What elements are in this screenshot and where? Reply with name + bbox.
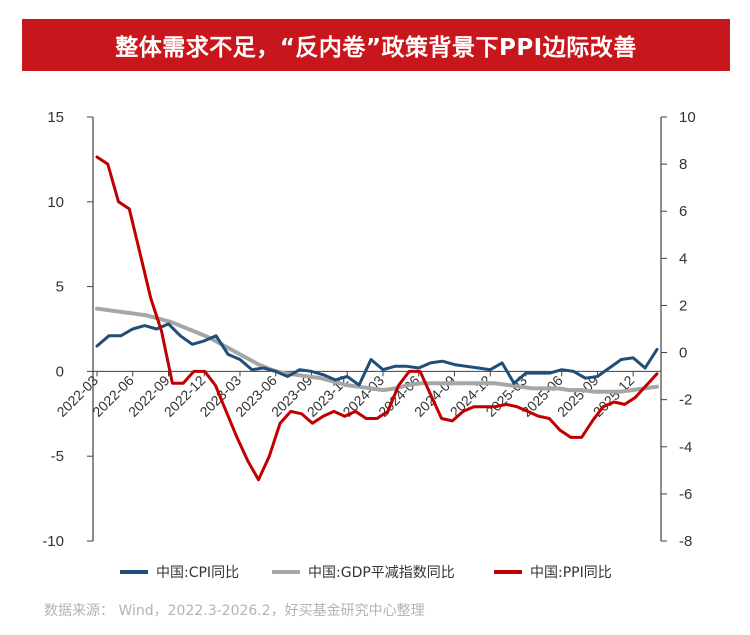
right-tick-label: 2 (679, 297, 687, 314)
right-tick-label: -8 (679, 533, 692, 550)
legend-swatch-ppi (494, 570, 522, 574)
legend-item-gdp-deflator: 中国:GDP平减指数同比 (272, 562, 455, 582)
tick-labels: 151050-5-101086420-2-4-6-82022-032022-06… (42, 109, 695, 550)
right-tick-label: -2 (679, 392, 692, 409)
legend-swatch-gdp-deflator (272, 570, 300, 574)
legend-swatch-cpi (120, 570, 148, 574)
right-tick-label: 0 (679, 345, 687, 362)
legend-label-gdp-deflator: 中国:GDP平减指数同比 (308, 565, 455, 581)
right-tick-label: 4 (679, 250, 687, 267)
title-banner: 整体需求不足，“反内卷”政策背景下PPI边际改善 (22, 19, 730, 71)
ppi-line (95, 155, 659, 482)
series-lines (95, 155, 659, 482)
left-tick-label: 5 (56, 279, 64, 296)
legend: 中国:CPI同比 中国:GDP平减指数同比 中国:PPI同比 (0, 562, 750, 588)
chart-canvas: 151050-5-101086420-2-4-6-82022-032022-06… (42, 109, 695, 550)
gdp-deflator-line (95, 306, 659, 394)
source-note: 数据来源： Wind，2022.3-2026.2，好买基金研究中心整理 (44, 603, 425, 619)
legend-item-ppi: 中国:PPI同比 (494, 562, 612, 582)
legend-label-cpi: 中国:CPI同比 (156, 565, 240, 581)
cpi-line (95, 322, 659, 387)
right-tick-label: 8 (679, 156, 687, 173)
right-tick-label: -6 (679, 486, 692, 503)
legend-label-ppi: 中国:PPI同比 (530, 565, 612, 581)
left-tick-label: 0 (56, 363, 64, 380)
left-tick-label: -10 (42, 533, 64, 550)
chart-title: 整体需求不足，“反内卷”政策背景下PPI边际改善 (115, 35, 637, 61)
right-tick-label: 10 (679, 109, 696, 126)
right-tick-label: 6 (679, 203, 687, 220)
left-tick-label: -5 (51, 448, 64, 465)
right-tick-label: -4 (679, 439, 692, 456)
legend-item-cpi: 中国:CPI同比 (120, 562, 239, 582)
left-tick-label: 15 (47, 109, 64, 126)
left-tick-label: 10 (47, 194, 64, 211)
